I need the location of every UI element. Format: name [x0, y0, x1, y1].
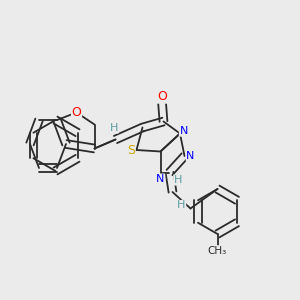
Text: CH₃: CH₃: [208, 246, 227, 256]
Text: S: S: [127, 143, 135, 157]
Text: O: O: [72, 106, 81, 119]
Text: N: N: [179, 126, 188, 136]
Text: H: H: [110, 123, 118, 133]
Text: H: H: [177, 200, 186, 211]
Text: N: N: [156, 174, 165, 184]
Text: H: H: [174, 175, 182, 185]
Text: N: N: [186, 151, 195, 161]
Text: O: O: [157, 90, 167, 103]
